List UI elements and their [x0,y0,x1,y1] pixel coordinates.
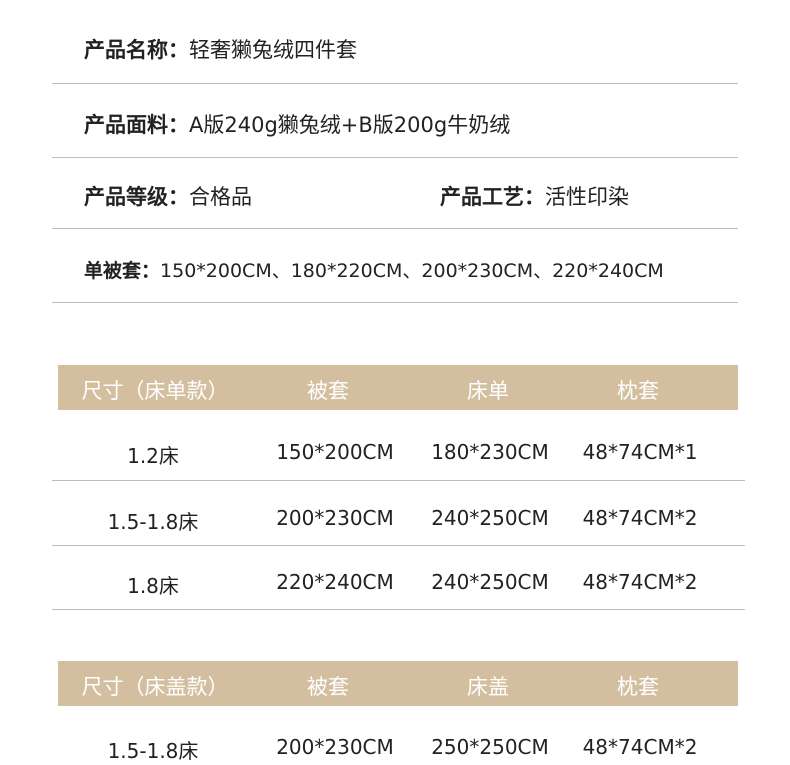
header-size: 尺寸（床盖款） [81,675,229,699]
value: 合格品 [189,185,252,209]
value: 150*200CM、180*220CM、200*230CM、220*240CM [160,260,664,282]
table-cell: 48*74CM*2 [582,570,698,594]
table-cell: 240*250CM [431,570,549,594]
row-divider [52,545,745,546]
table-cell: 220*240CM [276,570,394,594]
table-cell: 1.5-1.8床 [107,739,199,763]
info-grade: 产品等级：合格品 [84,181,252,211]
header-pillow: 枕套 [617,675,659,699]
row-divider [52,609,745,610]
table-cell: 250*250CM [431,735,549,759]
table1-header: 尺寸（床单款） 被套 床单 枕套 [58,365,738,410]
value: 活性印染 [545,185,629,209]
table-cell: 200*230CM [276,735,394,759]
info-duvet: 单被套：150*200CM、180*220CM、200*230CM、220*24… [84,256,664,283]
row-divider [52,480,745,481]
header-pillow: 枕套 [617,379,659,403]
table2-header: 尺寸（床盖款） 被套 床盖 枕套 [58,661,738,706]
header-duvet: 被套 [307,379,349,403]
table-cell: 180*230CM [431,440,549,464]
table-cell: 1.5-1.8床 [107,510,199,534]
value: A版240g獭兔绒+B版200g牛奶绒 [189,113,511,137]
header-size: 尺寸（床单款） [81,379,229,403]
table-cell: 240*250CM [431,506,549,530]
label: 产品工艺： [440,185,545,209]
info-product-name: 产品名称：轻奢獭兔绒四件套 [84,34,357,64]
info-fabric: 产品面料：A版240g獭兔绒+B版200g牛奶绒 [84,109,510,139]
divider [52,83,738,84]
table-cell: 200*230CM [276,506,394,530]
table-cell: 150*200CM [276,440,394,464]
label: 产品名称： [84,38,189,62]
table-cell: 48*74CM*2 [582,735,698,759]
label: 单被套： [84,260,161,282]
header-duvet: 被套 [307,675,349,699]
header-cover: 床盖 [467,675,509,699]
info-craft: 产品工艺：活性印染 [440,181,629,211]
header-sheet: 床单 [467,379,509,403]
divider [52,228,738,229]
divider [52,302,738,303]
divider [52,157,738,158]
table-cell: 1.2床 [127,444,179,468]
table-cell: 1.8床 [127,574,179,598]
value: 轻奢獭兔绒四件套 [189,38,357,62]
table-cell: 48*74CM*1 [582,440,698,464]
table-cell: 48*74CM*2 [582,506,698,530]
label: 产品等级： [84,185,189,209]
label: 产品面料： [84,113,189,137]
